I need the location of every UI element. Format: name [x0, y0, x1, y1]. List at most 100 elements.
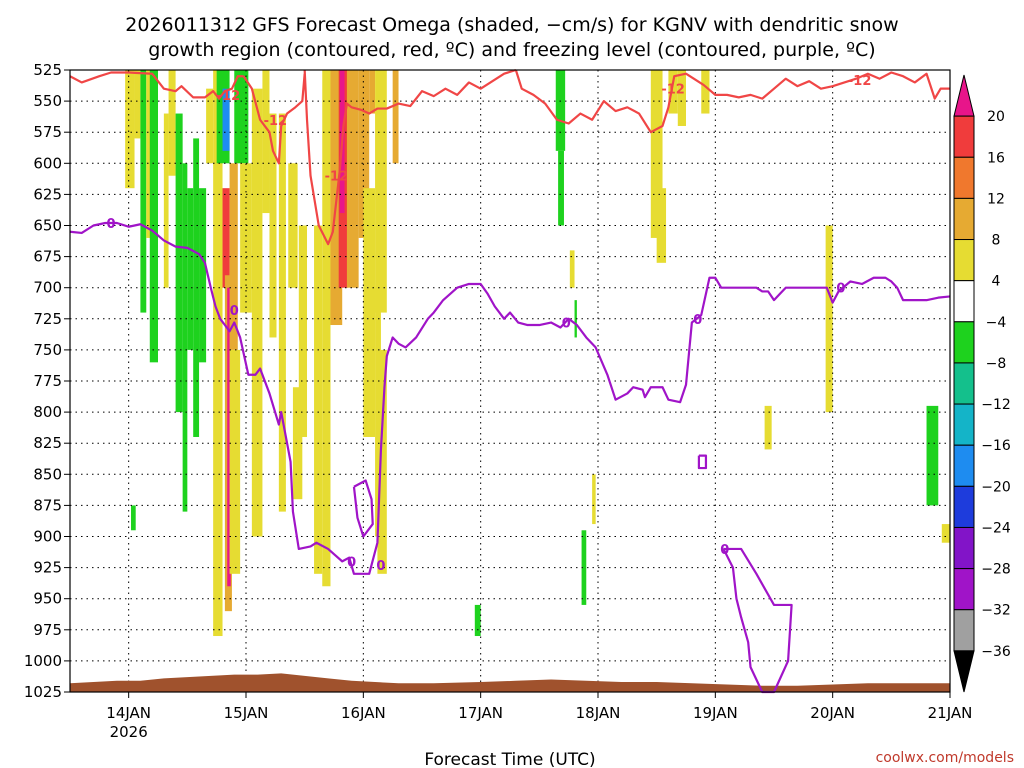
- contour-label: 0: [836, 282, 845, 297]
- pressure-tick-label: 700: [33, 279, 62, 297]
- omega-shade-cell: [187, 188, 194, 350]
- pressure-tick-label: 925: [33, 559, 62, 577]
- omega-shade-cell: [650, 70, 663, 238]
- time-tick-label: 16JAN: [341, 704, 386, 722]
- omega-shade-cell: [269, 113, 277, 338]
- pressure-tick-label: 550: [33, 92, 62, 110]
- omega-shade-cell: [163, 113, 169, 288]
- dgz-top-minus-12-line: [69, 71, 244, 100]
- contour-label: 0: [230, 304, 239, 319]
- time-tick-sublabel: 2026: [110, 723, 148, 741]
- omega-shade-cell: [146, 70, 153, 238]
- colorbar-bin: [953, 280, 975, 323]
- omega-shade-cell: [251, 88, 263, 537]
- pressure-tick-label: 750: [33, 341, 62, 359]
- time-tick-label: 15JAN: [224, 704, 269, 722]
- omega-shade-cell: [701, 70, 710, 114]
- dgz-minus-12-c-line: [514, 69, 950, 134]
- chart-title-line-2: growth region (contoured, red, ºC) and f…: [148, 39, 875, 61]
- colorbar-bin: [953, 156, 975, 199]
- omega-shade-cell: [346, 70, 359, 288]
- time-tick-label: 17JAN: [458, 704, 503, 722]
- colorbar-label: −12: [981, 397, 1011, 413]
- omega-shade-cell: [668, 70, 678, 114]
- pressure-tick-label: 825: [33, 434, 62, 452]
- omega-shade-cell: [369, 70, 376, 114]
- omega-shade-cell: [474, 604, 481, 637]
- pressure-axis: 525 550 575 600 625 650 675 700 725 750 775 800 825 8…: [24, 61, 70, 701]
- omega-shade-cell: [926, 405, 939, 506]
- contour-label-layer: -12 -12 -12 -12 -12 0 0 0 0 0 0 0 0: [107, 74, 872, 574]
- freezing-level-loop-b-line: [697, 454, 708, 470]
- omega-colorbar: 20 16 12 8 4 −4 −8 −12 −16 −20 −24 −28 −32 −36: [953, 74, 1011, 693]
- colorbar-label: −4: [986, 315, 1007, 331]
- colorbar-bin: [953, 609, 975, 652]
- contour-layer: [69, 68, 951, 694]
- time-tick-label: 19JAN: [693, 704, 738, 722]
- colorbar-label: −16: [981, 438, 1011, 454]
- omega-shade-cell: [377, 349, 387, 574]
- contour-label: -12: [217, 89, 241, 104]
- time-tick-label: 20JAN: [810, 704, 855, 722]
- colorbar-bin: [953, 321, 975, 364]
- contour-label: 0: [720, 543, 729, 558]
- pressure-tick-label: 525: [33, 61, 62, 79]
- omega-shade-cell: [764, 405, 772, 450]
- colorbar-label: 8: [992, 233, 1001, 249]
- x-axis-label: Forecast Time (UTC): [424, 750, 595, 768]
- dgz-minus-12-a-line: [242, 73, 306, 165]
- pressure-tick-label: 775: [33, 372, 62, 390]
- omega-shade-cell: [182, 163, 188, 512]
- omega-shade-cell: [358, 70, 370, 238]
- omega-shade-cell: [206, 88, 214, 164]
- omega-shade-cell: [292, 387, 303, 500]
- colorbar-label: 4: [992, 274, 1001, 290]
- omega-shade-cell: [149, 70, 158, 363]
- contour-label: -12: [848, 74, 872, 89]
- omega-shade-cell: [168, 70, 176, 176]
- omega-shade-cell: [314, 225, 323, 574]
- colorbar-label: −28: [981, 562, 1011, 578]
- omega-shade-cell: [229, 163, 238, 350]
- terrain-fill: [70, 673, 950, 692]
- colorbar-top-arrow: [953, 74, 975, 117]
- omega-shade-cell: [199, 188, 207, 363]
- colorbar-label: 16: [987, 150, 1005, 166]
- omega-shade-cell: [213, 70, 223, 637]
- time-tick-label: 14JAN: [106, 704, 151, 722]
- colorbar-bin: [953, 526, 975, 570]
- omega-shade-cell: [555, 70, 566, 151]
- colorbar-bin: [953, 362, 975, 405]
- chart-title-line-1: 2026011312 GFS Forecast Omega (shaded, −…: [125, 14, 898, 36]
- omega-shade-cell: [322, 70, 331, 587]
- omega-shade-cell: [125, 70, 135, 189]
- pressure-tick-label: 800: [33, 403, 62, 421]
- colorbar-label: −20: [981, 479, 1011, 495]
- omega-shade-cell: [581, 530, 587, 605]
- colorbar-bin: [953, 403, 975, 446]
- omega-shade-cell: [592, 474, 596, 525]
- omega-shade-cell: [677, 70, 686, 126]
- omega-shade-cell: [298, 225, 308, 437]
- pressure-tick-label: 725: [33, 310, 62, 328]
- omega-shading-layer: [125, 70, 950, 637]
- terrain-layer: [70, 673, 950, 692]
- colorbar-bin: [953, 239, 975, 282]
- omega-shade-cell: [569, 250, 575, 288]
- pressure-tick-label: 950: [33, 590, 62, 608]
- colorbar-bin: [953, 115, 975, 158]
- omega-shade-cell: [229, 349, 241, 574]
- dgz-minus-12-b-line: [303, 68, 517, 246]
- pressure-tick-label: 900: [33, 528, 62, 546]
- omega-shade-cell: [175, 113, 183, 413]
- omega-shade-cell: [234, 70, 249, 164]
- contour-label: -12: [325, 170, 349, 185]
- colorbar-label: −8: [986, 356, 1007, 372]
- omega-shade-cell: [240, 163, 252, 313]
- omega-shade-cell: [222, 188, 230, 288]
- omega-shade-cell: [363, 188, 376, 437]
- freezing-level-loop-a-line: [352, 479, 374, 538]
- pressure-tick-label: 575: [33, 123, 62, 141]
- pressure-tick-label: 600: [33, 154, 62, 172]
